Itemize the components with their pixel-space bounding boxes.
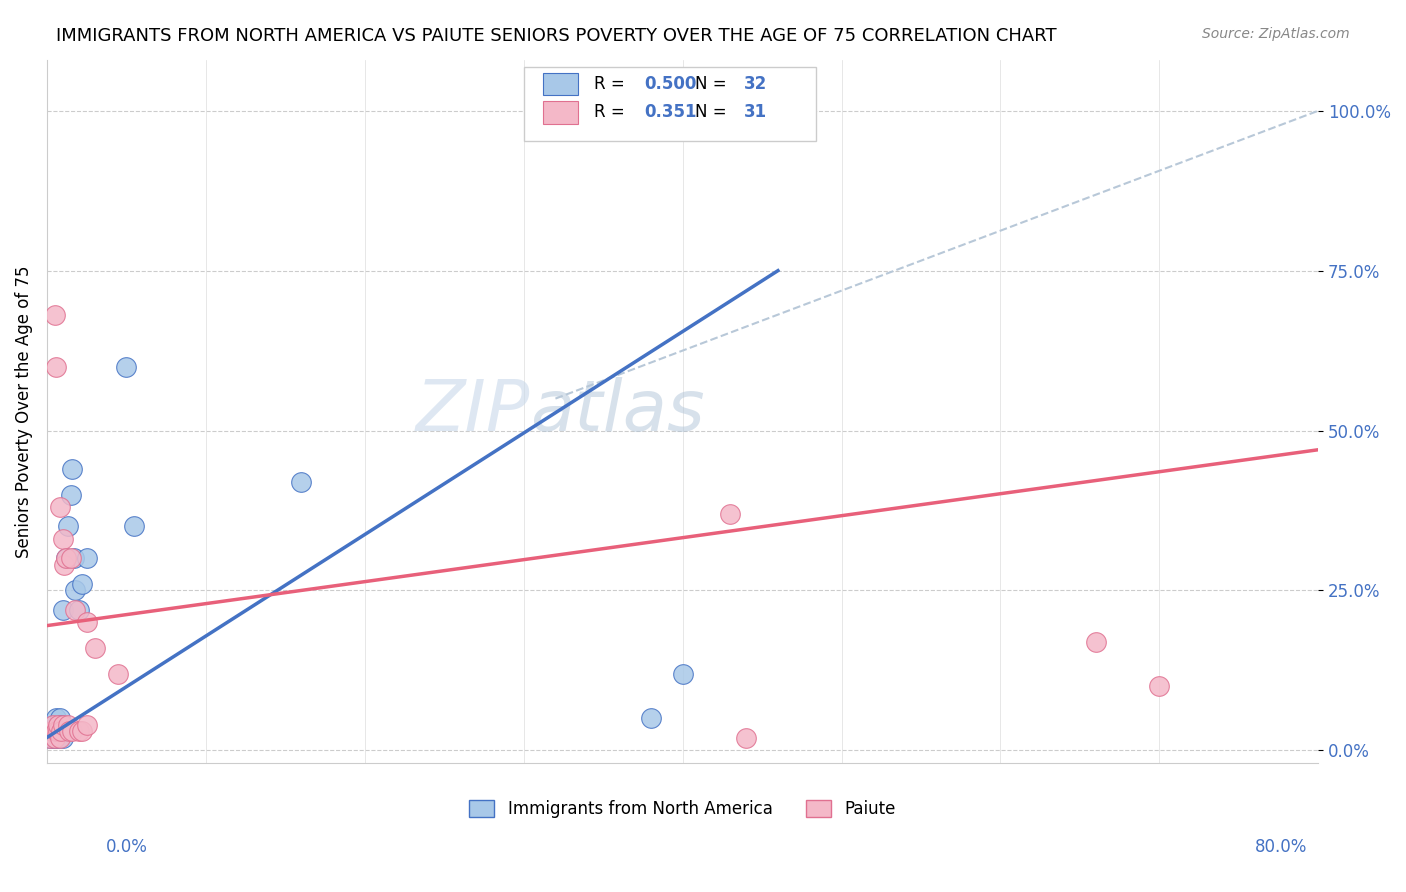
Point bbox=[42, 731, 65, 745]
Text: R =: R = bbox=[593, 75, 630, 94]
Text: N =: N = bbox=[696, 75, 733, 94]
Point bbox=[44, 718, 66, 732]
Point bbox=[115, 359, 138, 374]
Point bbox=[46, 718, 69, 732]
Point bbox=[48, 711, 70, 725]
Point bbox=[60, 462, 83, 476]
Point bbox=[44, 309, 66, 323]
Y-axis label: Seniors Poverty Over the Age of 75: Seniors Poverty Over the Age of 75 bbox=[15, 265, 32, 558]
Point bbox=[52, 533, 75, 547]
FancyBboxPatch shape bbox=[543, 101, 578, 124]
FancyBboxPatch shape bbox=[523, 67, 815, 141]
Point bbox=[46, 724, 69, 739]
Point bbox=[46, 718, 69, 732]
Point bbox=[718, 507, 741, 521]
Point bbox=[44, 731, 66, 745]
Text: Source: ZipAtlas.com: Source: ZipAtlas.com bbox=[1202, 27, 1350, 41]
Text: 32: 32 bbox=[744, 75, 766, 94]
Point bbox=[51, 718, 73, 732]
Point bbox=[39, 731, 62, 745]
Point bbox=[45, 724, 67, 739]
Text: N =: N = bbox=[696, 103, 733, 121]
Point bbox=[290, 475, 312, 489]
Point bbox=[58, 724, 80, 739]
Point bbox=[70, 724, 93, 739]
Point bbox=[44, 724, 66, 739]
Point bbox=[63, 551, 86, 566]
Point bbox=[41, 724, 63, 739]
Point bbox=[65, 583, 87, 598]
Point bbox=[67, 602, 90, 616]
Point bbox=[107, 666, 129, 681]
Point bbox=[83, 640, 105, 655]
Legend: Immigrants from North America, Paiute: Immigrants from North America, Paiute bbox=[463, 794, 903, 825]
Text: ZIP: ZIP bbox=[416, 376, 530, 446]
Point bbox=[53, 558, 76, 572]
Point bbox=[671, 666, 693, 681]
Point bbox=[56, 718, 79, 732]
Point bbox=[1149, 679, 1171, 693]
Point bbox=[70, 577, 93, 591]
FancyBboxPatch shape bbox=[543, 73, 578, 95]
Point bbox=[45, 724, 67, 739]
Point bbox=[67, 724, 90, 739]
Point bbox=[48, 731, 70, 745]
Text: 80.0%: 80.0% bbox=[1256, 838, 1308, 856]
Point bbox=[51, 724, 73, 739]
Point bbox=[59, 551, 82, 566]
Point bbox=[59, 487, 82, 501]
Text: 0.500: 0.500 bbox=[644, 75, 697, 94]
Point bbox=[48, 500, 70, 515]
Point bbox=[60, 724, 83, 739]
Point bbox=[735, 731, 758, 745]
Point bbox=[52, 724, 75, 739]
Point bbox=[46, 731, 69, 745]
Point bbox=[52, 718, 75, 732]
Text: IMMIGRANTS FROM NORTH AMERICA VS PAIUTE SENIORS POVERTY OVER THE AGE OF 75 CORRE: IMMIGRANTS FROM NORTH AMERICA VS PAIUTE … bbox=[56, 27, 1057, 45]
Point bbox=[55, 551, 77, 566]
Point bbox=[76, 615, 98, 630]
Text: atlas: atlas bbox=[530, 376, 704, 446]
Point bbox=[45, 359, 67, 374]
Point bbox=[640, 711, 662, 725]
Point bbox=[45, 711, 67, 725]
Point bbox=[42, 718, 65, 732]
Text: 0.351: 0.351 bbox=[644, 103, 697, 121]
Point bbox=[76, 718, 98, 732]
Point bbox=[41, 724, 63, 739]
Point bbox=[52, 731, 75, 745]
Point bbox=[65, 602, 87, 616]
Point bbox=[124, 519, 146, 533]
Point bbox=[39, 731, 62, 745]
Point bbox=[56, 519, 79, 533]
Point bbox=[44, 731, 66, 745]
Point bbox=[42, 718, 65, 732]
Point bbox=[55, 551, 77, 566]
Point bbox=[48, 724, 70, 739]
Text: 31: 31 bbox=[744, 103, 766, 121]
Point bbox=[1084, 634, 1107, 648]
Point bbox=[76, 551, 98, 566]
Text: 0.0%: 0.0% bbox=[105, 838, 148, 856]
Point bbox=[52, 602, 75, 616]
Point bbox=[55, 724, 77, 739]
Text: R =: R = bbox=[593, 103, 636, 121]
